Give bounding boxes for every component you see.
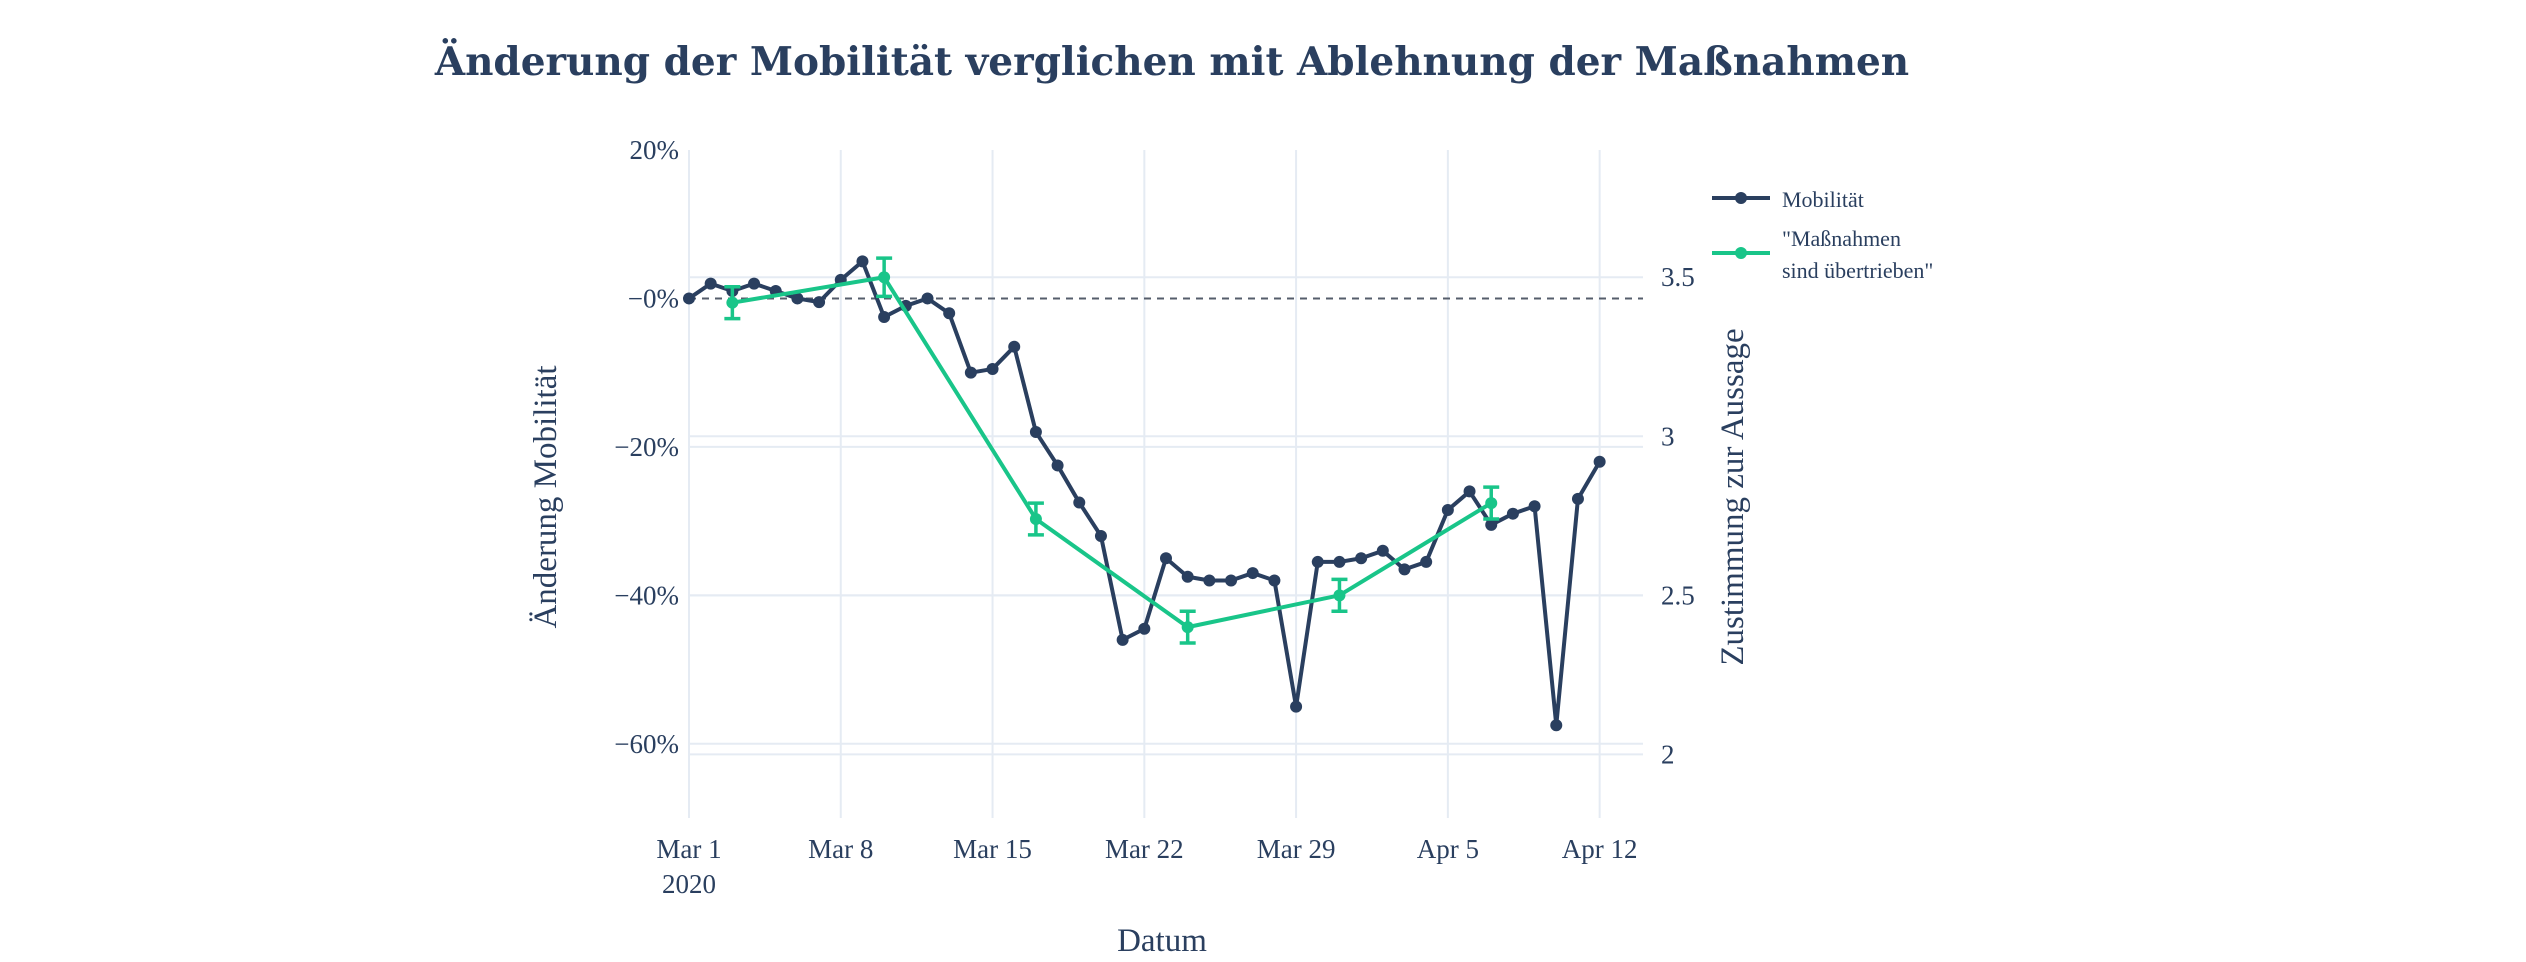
y-tick-label: 20% — [630, 135, 680, 165]
data-point[interactable] — [1029, 512, 1042, 525]
data-point[interactable] — [1008, 340, 1021, 353]
data-point[interactable] — [986, 362, 999, 375]
series-line — [732, 275, 1493, 630]
series-0 — [683, 255, 1606, 732]
x-tick-label: Mar 22 — [1105, 834, 1184, 864]
x-tick-label: Mar 15 — [953, 834, 1032, 864]
data-point[interactable] — [1506, 507, 1519, 520]
y2-tick-label: 3 — [1661, 421, 1675, 451]
data-point[interactable] — [921, 292, 934, 305]
x-tick-sublabel: 2020 — [662, 869, 716, 899]
legend-item-massnahmen[interactable]: "Maßnahmen sind übertrieben" — [1712, 226, 1933, 283]
data-point[interactable] — [813, 296, 826, 309]
data-point[interactable] — [1593, 455, 1606, 468]
data-point[interactable] — [791, 292, 804, 305]
data-point[interactable] — [1398, 563, 1411, 576]
chart-title: Änderung der Mobilität verglichen mit Ab… — [434, 38, 1909, 85]
legend-label-mobilitaet: Mobilität — [1782, 187, 1864, 212]
data-point[interactable] — [1311, 555, 1324, 568]
data-point[interactable] — [1246, 567, 1259, 580]
data-point[interactable] — [1463, 485, 1476, 498]
data-point[interactable] — [683, 292, 695, 305]
data-point[interactable] — [1333, 555, 1346, 568]
data-point[interactable] — [964, 366, 977, 379]
y-tick-label: −20% — [614, 432, 679, 462]
legend-label-massnahmen-line-1: "Maßnahmen — [1782, 226, 1901, 251]
y2-tick-label: 2.5 — [1661, 580, 1695, 610]
x-tick-label: Apr 12 — [1562, 834, 1638, 864]
data-point[interactable] — [878, 311, 891, 323]
data-point[interactable] — [1051, 459, 1064, 472]
data-point[interactable] — [748, 277, 761, 290]
data-point[interactable] — [1116, 633, 1129, 646]
data-point[interactable] — [1485, 497, 1498, 510]
data-point[interactable] — [943, 307, 956, 320]
y-tick-label: −40% — [614, 580, 679, 610]
data-point[interactable] — [1333, 589, 1346, 602]
y-axis-title: Änderung Mobilität — [528, 365, 564, 628]
data-point[interactable] — [856, 255, 869, 268]
x-tick-label: Apr 5 — [1417, 834, 1479, 864]
data-point[interactable] — [1376, 544, 1389, 557]
legend-item-mobilitaet[interactable]: Mobilität — [1712, 187, 1864, 212]
data-point[interactable] — [1203, 574, 1216, 587]
y-tick-label: −0% — [628, 283, 679, 313]
x-tick-label: Mar 8 — [808, 834, 873, 864]
x-tick-label: Mar 1 — [656, 834, 721, 864]
data-point[interactable] — [1181, 570, 1194, 583]
data-point[interactable] — [1073, 496, 1086, 509]
x-tick-label: Mar 29 — [1257, 834, 1336, 864]
y-tick-label: −60% — [614, 729, 679, 759]
data-point[interactable] — [1355, 552, 1368, 565]
y2-axis-title: Zustimmung zur Aussage — [1715, 328, 1751, 665]
data-point[interactable] — [1290, 700, 1303, 713]
grid-layer — [688, 150, 1643, 818]
x-axis-title: Datum — [1117, 923, 1207, 959]
data-point[interactable] — [1268, 574, 1281, 587]
data-point[interactable] — [1160, 552, 1172, 565]
data-point[interactable] — [1138, 622, 1151, 635]
data-point[interactable] — [1225, 574, 1238, 587]
series-1 — [724, 256, 1500, 645]
data-point[interactable] — [1550, 719, 1563, 732]
data-point[interactable] — [1441, 503, 1454, 516]
series-layer — [683, 255, 1606, 732]
y2-tick-label: 2 — [1661, 739, 1675, 769]
data-point[interactable] — [1528, 500, 1541, 513]
data-point[interactable] — [1485, 518, 1498, 531]
y2-tick-label: 3.5 — [1661, 262, 1695, 292]
legend: Mobilität "Maßnahmen sind übertrieben" — [1712, 187, 1933, 283]
data-point[interactable] — [1029, 426, 1042, 439]
axis-layer: 3.5 3 2.5 2 20% −0% −20% −40% −60% Mar 1 2020 Mar 8… — [614, 135, 1694, 899]
data-point[interactable] — [1181, 621, 1194, 634]
data-point[interactable] — [1571, 492, 1584, 505]
data-point[interactable] — [1094, 529, 1107, 542]
legend-label-massnahmen-line-2: sind übertrieben" — [1782, 258, 1933, 283]
data-point[interactable] — [726, 296, 739, 309]
data-point[interactable] — [1420, 555, 1433, 568]
data-point[interactable] — [704, 277, 717, 290]
data-point[interactable] — [878, 271, 891, 284]
